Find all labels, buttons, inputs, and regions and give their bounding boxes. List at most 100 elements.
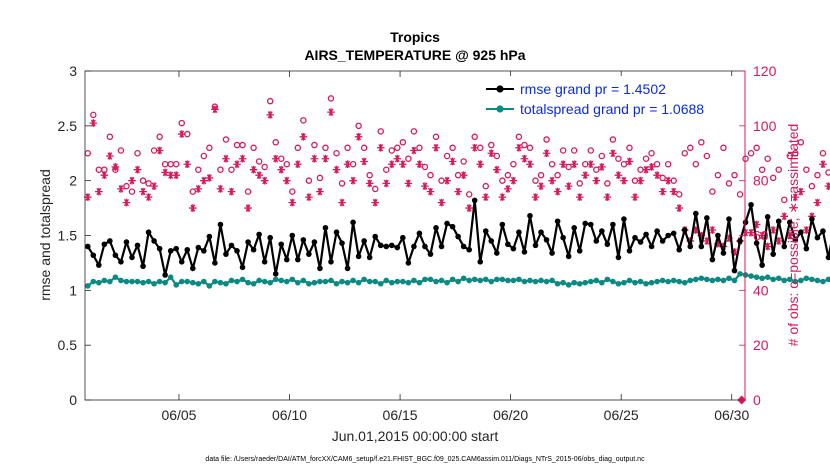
y-left-tick-label: 0 bbox=[69, 392, 77, 408]
obs-possible-point bbox=[349, 160, 357, 168]
totalspread-point bbox=[615, 280, 622, 287]
obs-possible-point bbox=[294, 144, 302, 152]
obs-possible-point bbox=[687, 144, 694, 152]
rmse-point bbox=[615, 254, 622, 261]
rmse-point bbox=[201, 248, 207, 254]
obs-possible-point bbox=[792, 149, 799, 157]
totalspread-point bbox=[228, 277, 235, 284]
rmse-point bbox=[438, 243, 445, 250]
obs-assimilated-point bbox=[376, 143, 385, 152]
totalspread-point bbox=[394, 278, 401, 285]
totalspread-point bbox=[422, 276, 428, 283]
obs-assimilated-point bbox=[741, 228, 750, 237]
totalspread-point bbox=[123, 278, 130, 285]
obs-possible-point bbox=[399, 139, 407, 146]
totalspread-point bbox=[366, 278, 373, 285]
obs-possible-point bbox=[731, 171, 738, 179]
obs-possible-point bbox=[261, 163, 268, 171]
y-axis-left-label: rmse and totalspread bbox=[37, 169, 53, 301]
obs-possible-point bbox=[134, 149, 141, 157]
obs-possible-point bbox=[410, 128, 418, 135]
totalspread-point bbox=[184, 278, 191, 285]
totalspread-point bbox=[792, 278, 799, 285]
totalspread-point bbox=[516, 276, 522, 283]
obs-assimilated-point bbox=[299, 133, 308, 141]
obs-assimilated-point bbox=[133, 165, 142, 174]
obs-assimilated-point bbox=[636, 176, 645, 185]
rmse-point bbox=[250, 246, 257, 253]
legend-rmse-marker bbox=[496, 85, 504, 93]
obs-assimilated-point bbox=[653, 171, 661, 179]
obs-possible-point bbox=[499, 177, 506, 184]
rmse-point bbox=[593, 238, 600, 244]
totalspread-point bbox=[306, 280, 312, 287]
y-left-tick-label: 3 bbox=[69, 63, 77, 79]
rmse-point bbox=[499, 221, 506, 228]
rmse-point bbox=[460, 243, 467, 250]
rmse-point bbox=[405, 260, 412, 266]
obs-assimilated-point bbox=[487, 149, 496, 158]
obs-assimilated-point bbox=[564, 182, 573, 190]
totalspread-point bbox=[400, 278, 406, 285]
obs-possible-point bbox=[465, 191, 473, 198]
rmse-point bbox=[167, 248, 174, 254]
obs-assimilated-point bbox=[598, 163, 606, 171]
totalspread-point bbox=[311, 279, 318, 286]
obs-assimilated-point bbox=[669, 187, 678, 196]
totalspread-point bbox=[764, 274, 771, 280]
totalspread-point bbox=[355, 279, 362, 286]
obs-assimilated-point bbox=[332, 165, 341, 174]
obs-assimilated-point bbox=[393, 154, 402, 163]
obs-assimilated-point bbox=[620, 176, 628, 185]
totalspread-point bbox=[212, 278, 218, 285]
rmse-point bbox=[582, 220, 589, 227]
rmse-point bbox=[482, 228, 489, 234]
rmse-point bbox=[433, 225, 439, 231]
y-right-tick-label: 80 bbox=[753, 173, 769, 189]
totalspread-point bbox=[377, 280, 384, 287]
rmse-point bbox=[394, 244, 401, 251]
rmse-point bbox=[328, 259, 334, 265]
rmse-point bbox=[565, 253, 572, 260]
rmse-point bbox=[466, 246, 472, 253]
totalspread-point bbox=[582, 279, 589, 286]
totalspread-point bbox=[554, 280, 561, 287]
rmse-point bbox=[494, 250, 500, 256]
rmse-point bbox=[737, 238, 743, 244]
totalspread-point bbox=[156, 278, 163, 285]
obs-assimilated-point bbox=[426, 187, 435, 196]
rmse-point bbox=[444, 220, 450, 227]
obs-assimilated-point bbox=[553, 187, 562, 196]
rmse-point bbox=[604, 241, 611, 248]
totalspread-point bbox=[289, 276, 296, 283]
totalspread-point bbox=[372, 278, 379, 285]
obs-assimilated-point bbox=[205, 174, 214, 182]
totalspread-point bbox=[167, 274, 174, 280]
obs-assimilated-point bbox=[343, 160, 352, 169]
obs-assimilated-point bbox=[349, 176, 357, 185]
obs-possible-point bbox=[653, 160, 661, 168]
rmse-point bbox=[748, 201, 754, 208]
obs-assimilated-point bbox=[603, 193, 612, 201]
y-right-tick-label: 100 bbox=[753, 118, 777, 134]
obs-possible-point bbox=[311, 141, 318, 149]
totalspread-point bbox=[217, 279, 224, 286]
x-axis-label: Jun.01,2015 00:00:00 start bbox=[332, 428, 499, 444]
totalspread-point bbox=[350, 277, 356, 284]
obs-possible-point bbox=[222, 136, 230, 143]
obs-possible-point bbox=[504, 171, 512, 179]
totalspread-point bbox=[709, 277, 716, 284]
rmse-point bbox=[621, 216, 627, 222]
totalspread-point bbox=[693, 276, 699, 283]
totalspread-point bbox=[278, 277, 285, 284]
obs-possible-point bbox=[692, 160, 700, 168]
obs-assimilated-point bbox=[791, 193, 800, 201]
obs-possible-point bbox=[476, 144, 484, 152]
obs-possible-point bbox=[609, 136, 617, 143]
rmse-point bbox=[775, 218, 782, 225]
totalspread-point bbox=[361, 276, 367, 283]
obs-possible-point bbox=[206, 144, 213, 152]
rmse-point bbox=[350, 219, 356, 226]
rmse-point bbox=[764, 214, 771, 220]
obs-possible-point bbox=[244, 188, 252, 195]
